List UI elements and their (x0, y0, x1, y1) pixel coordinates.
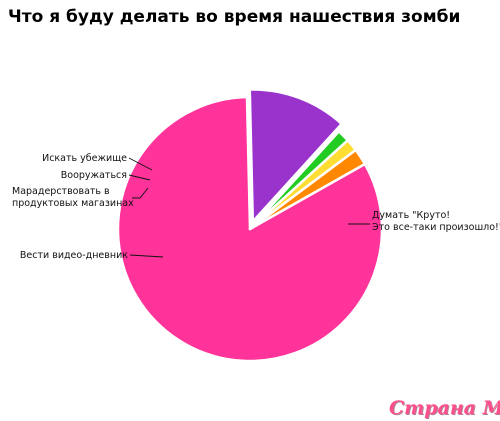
pie-slice-1 (248, 88, 343, 223)
chart-title: Что я буду делать во время нашествия зом… (8, 7, 460, 27)
watermark: Страна Мам (389, 397, 500, 419)
pie-slices (116, 88, 384, 363)
slice-label-0: Думать "Круто! Это все-таки произошло!" (372, 210, 500, 233)
slice-label-2: Марадерствовать в продуктовых магазинах (12, 186, 134, 209)
leader-line-4 (128, 157, 153, 171)
slice-label-3: Вооружаться (61, 170, 127, 181)
pie-slice-4 (248, 148, 367, 231)
leader-line-3 (128, 174, 151, 181)
leader-line-1 (129, 254, 164, 258)
slice-label-1: Вести видео-дневник (20, 250, 128, 261)
leader-line-2 (132, 187, 149, 199)
slice-label-4: Искать убежище (42, 153, 127, 164)
watermark-shadow: Страна Мам (390, 398, 500, 420)
slice-labels: Думать "Круто! Это все-таки произошло!" Ве… (12, 153, 500, 261)
